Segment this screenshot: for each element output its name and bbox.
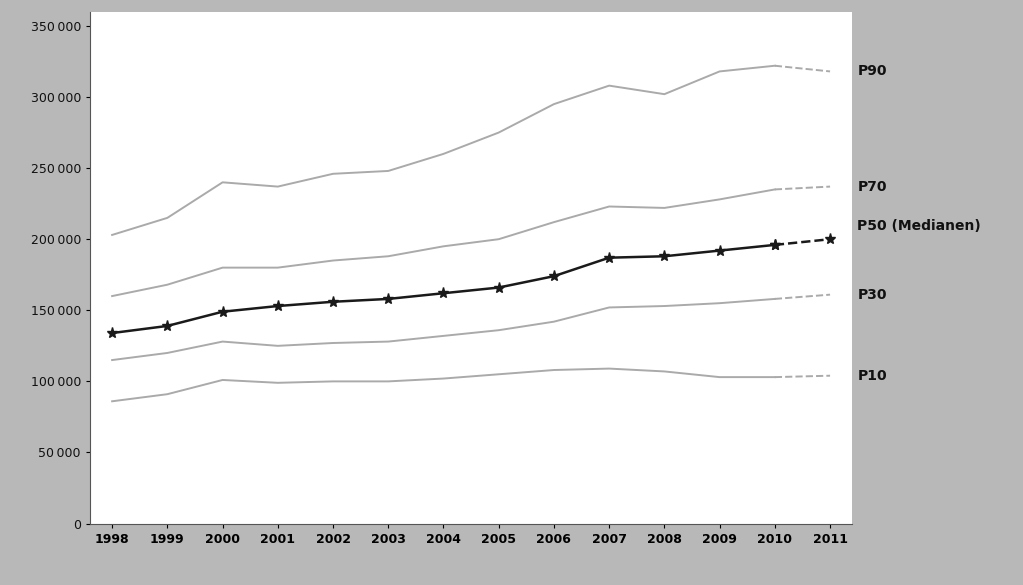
Text: P50 (Medianen): P50 (Medianen) [857, 219, 981, 233]
Text: P10: P10 [857, 369, 887, 383]
Text: P90: P90 [857, 64, 887, 78]
Text: P70: P70 [857, 180, 887, 194]
Text: P30: P30 [857, 288, 887, 302]
